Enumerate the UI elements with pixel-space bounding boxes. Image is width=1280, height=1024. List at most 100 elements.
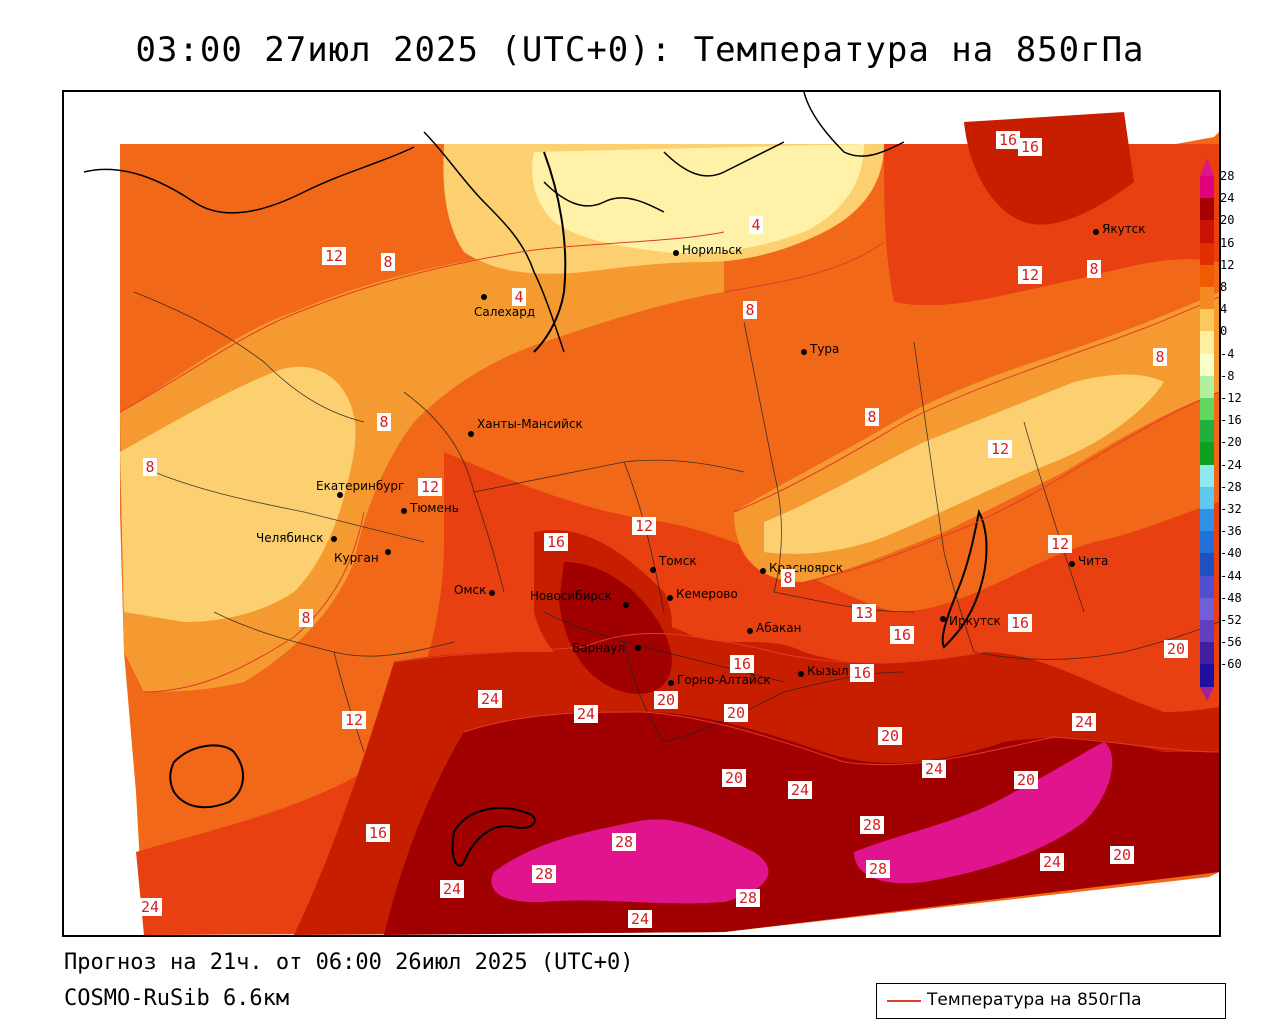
city-kemerovo[interactable]: Кемерово: [667, 587, 738, 601]
contour-label: 12: [1018, 266, 1042, 284]
colorbar-bottom-arrow: [1200, 686, 1214, 701]
svg-text:24: 24: [141, 898, 159, 916]
colorbar-tick-label: -8: [1220, 368, 1235, 383]
svg-text:Ханты-Мансийск: Ханты-Мансийск: [477, 417, 583, 431]
svg-text:Абакан: Абакан: [756, 621, 801, 635]
svg-text:24: 24: [1075, 713, 1093, 731]
colorbar-tick-label: -56: [1220, 635, 1242, 650]
contour-label: 16: [850, 664, 874, 682]
city-tomsk[interactable]: Томск: [650, 554, 697, 573]
colorbar-tick-label: -44: [1220, 568, 1242, 583]
city-khanty-mansiysk[interactable]: Ханты-Мансийск: [468, 417, 583, 437]
colorbar-tick-label: -20: [1220, 435, 1242, 450]
svg-text:16: 16: [853, 664, 871, 682]
svg-text:12: 12: [325, 247, 343, 265]
svg-text:4: 4: [514, 288, 523, 306]
svg-text:Томск: Томск: [658, 554, 697, 568]
city-novosibirsk[interactable]: Новосибирск: [530, 589, 629, 608]
svg-text:Чита: Чита: [1078, 554, 1108, 568]
colorbar-segment: [1200, 309, 1214, 332]
colorbar-segment: [1200, 198, 1214, 221]
city-barnaul[interactable]: Барнаул: [572, 641, 641, 655]
city-chita[interactable]: Чита: [1069, 554, 1108, 568]
svg-text:24: 24: [925, 760, 943, 778]
city-yekaterinburg[interactable]: Екатеринбург: [316, 479, 404, 498]
svg-text:8: 8: [379, 413, 388, 431]
lake-baikal: [941, 508, 988, 649]
city-tyumen[interactable]: Тюмень: [401, 501, 459, 515]
svg-text:4: 4: [751, 216, 760, 234]
yamal-coast: [533, 151, 567, 353]
temperature-map[interactable]: Норильск Якутск Салехард Тура Ханты-Манс…: [62, 90, 1221, 937]
svg-text:8: 8: [783, 569, 792, 587]
svg-text:Тура: Тура: [809, 342, 839, 356]
svg-text:28: 28: [615, 833, 633, 851]
colorbar-segment: [1200, 420, 1214, 443]
balkhash-lake: [451, 807, 536, 867]
colorbar-segment: [1200, 375, 1214, 398]
aral-sea: [169, 744, 244, 809]
city-irkutsk[interactable]: Иркутск: [940, 614, 1001, 628]
svg-text:Новосибирск: Новосибирск: [530, 589, 612, 603]
colorbar-tick-label: -40: [1220, 546, 1242, 561]
colorbar-tick-label: 4: [1220, 302, 1228, 317]
colorbar-top-arrow: [1200, 158, 1214, 176]
colorbar-segment: [1200, 331, 1214, 354]
contour-label: 24: [628, 910, 652, 928]
band-24: [384, 712, 1219, 935]
svg-text:Норильск: Норильск: [682, 243, 742, 257]
svg-text:8: 8: [301, 609, 310, 627]
contour-label: 8: [143, 458, 157, 476]
svg-text:24: 24: [791, 781, 809, 799]
contour-label: 8: [381, 253, 395, 271]
city-gorno-altaysk[interactable]: Горно-Алтайск: [668, 673, 771, 687]
svg-text:24: 24: [577, 705, 595, 723]
city-chelyabinsk[interactable]: Челябинск: [256, 531, 337, 545]
city-salekhard[interactable]: Салехард: [474, 294, 535, 319]
colorbar-segment: [1200, 264, 1214, 287]
colorbar-tick-label: 24: [1220, 191, 1235, 206]
svg-text:20: 20: [725, 769, 743, 787]
city-abakan[interactable]: Абакан: [747, 621, 801, 635]
contour-label: 24: [574, 705, 598, 723]
svg-text:16: 16: [369, 824, 387, 842]
coastline: [83, 92, 905, 353]
city-norilsk[interactable]: Норильск: [673, 243, 742, 257]
colorbar-tick-label: -4: [1220, 346, 1235, 361]
contour-label: 4: [512, 288, 526, 306]
contour-label: 20: [1014, 771, 1038, 789]
svg-text:24: 24: [481, 690, 499, 708]
contour-label: 16: [1008, 614, 1032, 632]
svg-text:20: 20: [727, 704, 745, 722]
colorbar-segment: [1200, 509, 1214, 532]
city-yakutsk[interactable]: Якутск: [1093, 222, 1146, 236]
city-kurgan[interactable]: Курган: [334, 549, 391, 565]
svg-text:12: 12: [635, 517, 653, 535]
colorbar-tick-label: 28: [1220, 169, 1235, 183]
svg-text:Тюмень: Тюмень: [409, 501, 459, 515]
temperature-colorbar: [1200, 158, 1214, 701]
colorbar-tick-label: 16: [1220, 235, 1235, 250]
contour-label: 16: [1018, 138, 1042, 156]
contour-label: 20: [878, 727, 902, 745]
colorbar-segment: [1200, 353, 1214, 376]
contour-label: 16: [366, 824, 390, 842]
city-tura[interactable]: Тура: [801, 342, 839, 356]
svg-text:Екатеринбург: Екатеринбург: [316, 479, 404, 493]
city-krasnoyarsk[interactable]: Красноярск: [760, 561, 843, 575]
contour-label: 28: [736, 889, 760, 907]
svg-text:16: 16: [999, 131, 1017, 149]
colorbar-segment: [1200, 531, 1214, 554]
svg-text:28: 28: [863, 816, 881, 834]
svg-text:16: 16: [733, 655, 751, 673]
colorbar-segment: [1200, 486, 1214, 509]
city-omsk[interactable]: Омск: [454, 583, 495, 597]
band-24-central: [559, 562, 672, 694]
svg-text:28: 28: [739, 889, 757, 907]
contour-label: 16: [890, 626, 914, 644]
city-kyzyl[interactable]: Кызыл: [798, 664, 849, 678]
svg-text:Омск: Омск: [454, 583, 486, 597]
svg-text:Кызыл: Кызыл: [807, 664, 849, 678]
contour-label: 28: [612, 833, 636, 851]
contour-label: 16: [730, 655, 754, 673]
